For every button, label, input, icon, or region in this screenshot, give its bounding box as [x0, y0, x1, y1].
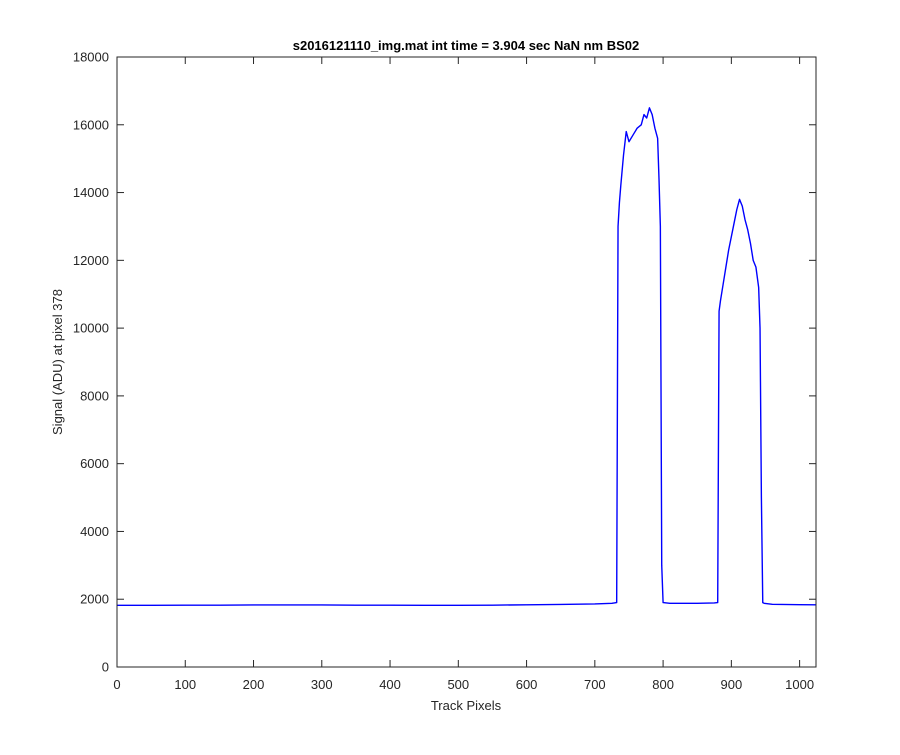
x-tick-label: 0	[113, 677, 120, 692]
x-tick-label: 600	[516, 677, 538, 692]
x-tick-label: 700	[584, 677, 606, 692]
y-tick-label: 12000	[73, 253, 109, 268]
x-tick-label: 500	[447, 677, 469, 692]
y-tick-label: 18000	[73, 50, 109, 65]
x-tick-label: 300	[311, 677, 333, 692]
y-axis-label: Signal (ADU) at pixel 378	[50, 289, 65, 435]
y-tick-label: 4000	[80, 524, 109, 539]
x-tick-label: 200	[243, 677, 265, 692]
y-tick-label: 0	[102, 660, 109, 675]
x-tick-label: 100	[174, 677, 196, 692]
y-tick-label: 10000	[73, 321, 109, 336]
y-tick-label: 8000	[80, 388, 109, 403]
x-axis-label: Track Pixels	[431, 698, 502, 713]
y-tick-label: 2000	[80, 592, 109, 607]
x-tick-label: 800	[652, 677, 674, 692]
x-tick-label: 900	[721, 677, 743, 692]
y-tick-label: 6000	[80, 456, 109, 471]
x-tick-label: 1000	[785, 677, 814, 692]
y-tick-label: 16000	[73, 117, 109, 132]
y-tick-label: 14000	[73, 185, 109, 200]
plot-area	[117, 57, 816, 667]
x-tick-label: 400	[379, 677, 401, 692]
chart-title: s2016121110_img.mat int time = 3.904 sec…	[293, 38, 640, 53]
